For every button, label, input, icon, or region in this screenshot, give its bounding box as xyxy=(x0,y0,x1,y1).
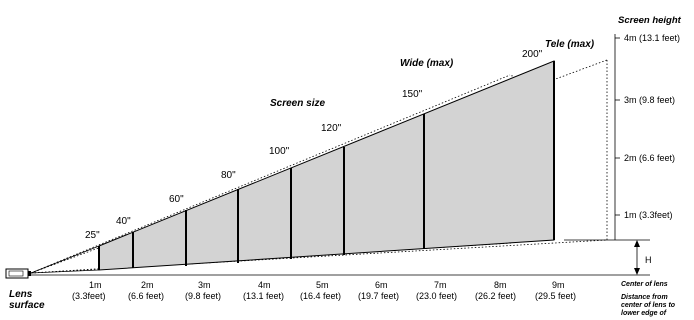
distance-ft-9: (29.5 feet) xyxy=(535,291,576,301)
distance-ft-2: (6.6 feet) xyxy=(128,291,164,301)
distance-m-3: 3m xyxy=(198,280,211,290)
screen-area-outline xyxy=(98,60,555,271)
distance-ft-4: (13.1 feet) xyxy=(243,291,284,301)
lens-surface-label-2: surface xyxy=(9,300,45,311)
size-label-40: 40" xyxy=(116,216,131,227)
center-of-lens-label: Center of lens xyxy=(621,281,668,288)
size-label-200: 200" xyxy=(522,49,543,60)
distance-ft-1: (3.3feet) xyxy=(72,291,106,301)
distance-m-1: 1m xyxy=(89,280,102,290)
size-label-25: 25" xyxy=(85,230,100,241)
size-label-100: 100" xyxy=(269,146,290,157)
lower-ray xyxy=(30,269,100,274)
distance-labels: 1m (3.3feet) 2m (6.6 feet) 3m (9.8 feet)… xyxy=(72,280,576,301)
lens-surface-label-1: Lens xyxy=(9,289,33,300)
distance-m-2: 2m xyxy=(141,280,154,290)
screen-lines xyxy=(98,61,555,270)
size-label-150: 150" xyxy=(402,89,423,100)
h-arrow xyxy=(634,240,640,275)
screen-size-title: Screen size xyxy=(270,98,325,109)
distance-note-3: lower edge of xyxy=(621,310,667,317)
distance-ft-6: (19.7 feet) xyxy=(358,291,399,301)
height-label-2m: 2m (6.6 feet) xyxy=(624,153,675,163)
screen-height-title: Screen height xyxy=(618,15,682,26)
distance-note-1: Distance from xyxy=(621,294,668,301)
distance-m-4: 4m xyxy=(258,280,271,290)
upper-ray xyxy=(30,245,100,274)
wide-max-label: Wide (max) xyxy=(400,58,454,69)
distance-ft-7: (23.0 feet) xyxy=(416,291,457,301)
distance-note-2: center of lens to xyxy=(621,302,676,309)
projector-icon xyxy=(5,268,31,279)
h-label: H xyxy=(645,255,652,265)
tele-max-label: Tele (max) xyxy=(545,39,595,50)
distance-m-8: 8m xyxy=(494,280,507,290)
size-label-120: 120" xyxy=(321,123,342,134)
height-label-4m: 4m (13.1 feet) xyxy=(624,33,680,43)
height-label-3m: 3m (9.8 feet) xyxy=(624,95,675,105)
distance-ft-5: (16.4 feet) xyxy=(300,291,341,301)
distance-m-9: 9m xyxy=(552,280,565,290)
distance-m-7: 7m xyxy=(434,280,447,290)
height-label-1m: 1m (3.3feet) xyxy=(624,210,673,220)
size-label-80: 80" xyxy=(221,170,236,181)
distance-ft-8: (26.2 feet) xyxy=(475,291,516,301)
screen-height-ticks xyxy=(615,37,620,216)
size-label-60: 60" xyxy=(169,194,184,205)
distance-m-6: 6m xyxy=(375,280,388,290)
distance-m-5: 5m xyxy=(316,280,329,290)
distance-ft-3: (9.8 feet) xyxy=(185,291,221,301)
